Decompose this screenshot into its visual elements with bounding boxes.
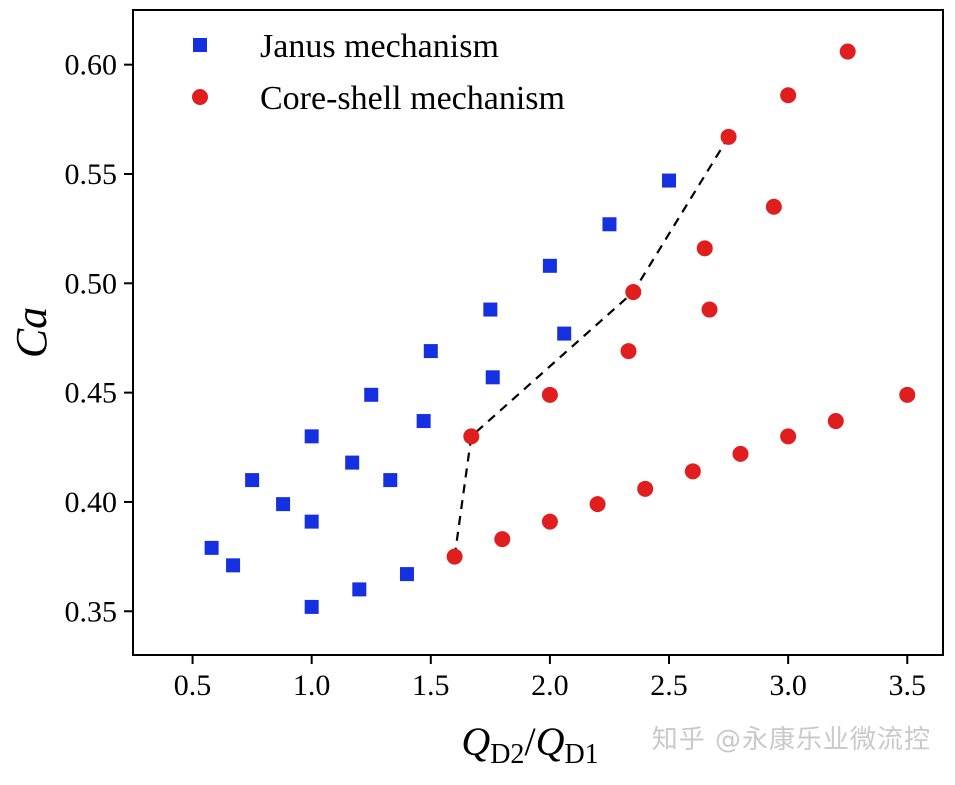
janus-point: [483, 302, 498, 317]
janus-point: [557, 326, 572, 341]
y-tick-label-4: 0.55: [65, 158, 118, 191]
x-tick-label-4: 2.5: [650, 669, 688, 702]
y-tick-label-5: 0.60: [65, 49, 118, 82]
x-tick-label-0: 0.5: [174, 669, 212, 702]
janus-point: [245, 473, 260, 488]
janus-point: [345, 455, 360, 470]
legend: Janus mechanism Core-shell mechanism: [192, 28, 565, 117]
core-shell-point: [780, 87, 797, 104]
core-shell-point: [899, 386, 916, 403]
plot-frame: [132, 9, 944, 656]
core-shell-point: [720, 128, 737, 145]
data-points-layer: [204, 43, 916, 614]
core-shell-point: [446, 548, 463, 565]
janus-point: [304, 599, 319, 614]
janus-point: [602, 217, 617, 232]
legend-marker-janus: [193, 38, 207, 52]
core-shell-point: [620, 343, 637, 360]
janus-point: [304, 514, 319, 529]
x-axis-label: QD2/QD1: [461, 719, 598, 770]
janus-point: [423, 344, 438, 359]
janus-point: [662, 173, 677, 188]
y-tick-label-1: 0.40: [65, 486, 118, 519]
core-shell-point: [463, 428, 480, 445]
janus-point: [364, 387, 379, 402]
janus-point: [485, 370, 500, 385]
x-tick-label-6: 3.5: [889, 669, 927, 702]
core-shell-point: [541, 513, 558, 530]
watermark-text: 知乎 @永康乐业微流控: [651, 725, 931, 755]
series-janus: [204, 173, 677, 614]
axis-labels-layer: Ca QD2/QD1: [7, 307, 599, 770]
legend-label-core-shell: Core-shell mechanism: [260, 80, 565, 117]
janus-point: [204, 540, 219, 555]
boundary-line-layer: [453, 136, 730, 557]
axis-ticks-layer: 0.5 1.0 1.5 2.0 2.5 3.0 3.5 0.35 0.40 0.45 0.50 0.5…: [65, 49, 927, 702]
x-tick-label-3: 2.0: [531, 669, 569, 702]
core-shell-point: [684, 463, 701, 480]
y-tick-label-2: 0.45: [65, 377, 118, 410]
x-tick-label-5: 3.0: [769, 669, 807, 702]
janus-point: [416, 414, 431, 429]
legend-label-janus: Janus mechanism: [260, 28, 499, 65]
core-shell-point: [625, 284, 642, 301]
plot-frame-layer: [132, 9, 944, 656]
janus-point: [276, 497, 291, 512]
core-shell-point: [696, 240, 713, 257]
janus-point: [542, 258, 557, 273]
janus-point: [226, 558, 241, 573]
janus-point: [399, 567, 414, 582]
core-shell-point: [839, 43, 856, 60]
y-tick-label-0: 0.35: [65, 595, 118, 628]
janus-point: [352, 582, 367, 597]
janus-point: [383, 473, 398, 488]
y-tick-label-3: 0.50: [65, 267, 118, 300]
core-shell-point: [827, 413, 844, 430]
core-shell-point: [732, 445, 749, 462]
legend-marker-core-shell: [192, 89, 208, 105]
core-shell-point: [541, 386, 558, 403]
x-tick-label-1: 1.0: [293, 669, 331, 702]
core-shell-point: [494, 531, 511, 548]
core-shell-point: [589, 496, 606, 513]
boundary-dashed-line: [453, 136, 730, 557]
core-shell-point: [765, 198, 782, 215]
core-shell-point: [780, 428, 797, 445]
x-tick-label-2: 1.5: [412, 669, 450, 702]
janus-point: [304, 429, 319, 444]
core-shell-point: [637, 480, 654, 497]
series-core-shell: [446, 43, 916, 565]
core-shell-point: [701, 301, 718, 318]
y-axis-label: Ca: [7, 307, 56, 358]
